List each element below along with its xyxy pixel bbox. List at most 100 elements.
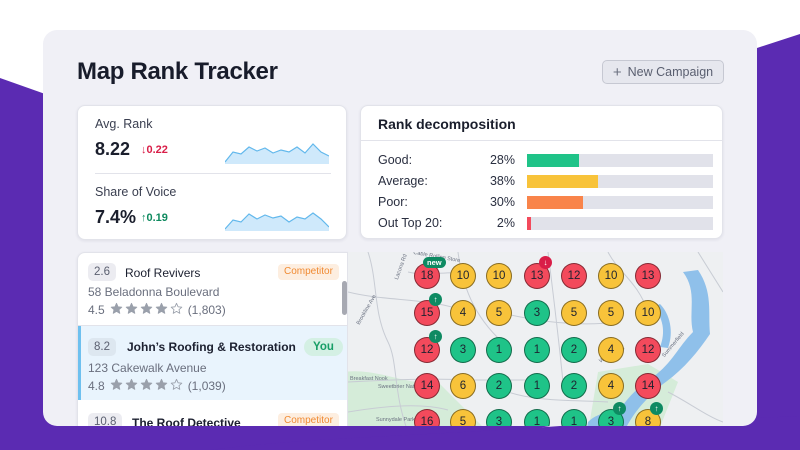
rank-pin[interactable]: 1: [486, 337, 512, 363]
decomp-bar-fill: [527, 217, 531, 230]
star-icon: [110, 302, 123, 318]
rank-pin[interactable]: 10: [598, 263, 624, 289]
business-address: 123 Cakewalk Avenue: [88, 361, 207, 375]
decomp-row-average: Average: 38%: [378, 172, 718, 192]
arrow-up-icon: ↑: [429, 330, 442, 343]
rank-pin[interactable]: 5: [598, 300, 624, 326]
rank-pin[interactable]: 12: [561, 263, 587, 289]
list-divider: [78, 325, 347, 326]
rank-pill: 8.2: [88, 338, 116, 356]
decomp-bar-fill: [527, 175, 598, 188]
review-count: (1,803): [187, 303, 226, 317]
app-window: Map Rank Tracker + New Campaign Avg. Ran…: [43, 30, 757, 426]
decomposition-divider: [361, 140, 722, 141]
decomp-label: Good:: [378, 153, 413, 167]
star-icon: [155, 302, 168, 318]
rank-pin[interactable]: 4: [450, 300, 476, 326]
rank-pin[interactable]: 2: [486, 373, 512, 399]
rank-pin[interactable]: 2: [561, 337, 587, 363]
star-icon: [125, 302, 138, 318]
metric-divider: [95, 173, 331, 174]
rank-pin[interactable]: 1: [524, 337, 550, 363]
rank-pin[interactable]: 3: [450, 337, 476, 363]
share-of-voice-delta: ↑0.19: [141, 212, 168, 224]
arrow-down-icon: ↓: [539, 256, 552, 269]
share-of-voice-value: 7.4%: [95, 207, 137, 227]
rank-pin[interactable]: 10: [486, 263, 512, 289]
arrow-up-icon: ↑: [613, 402, 626, 415]
new-badge: new: [423, 257, 446, 268]
decomp-bar-fill: [527, 196, 583, 209]
rank-pin[interactable]: 5: [450, 409, 476, 426]
business-name: The Roof Detective: [132, 416, 241, 426]
rating-value: 4.8: [88, 379, 105, 393]
star-rating: [110, 378, 183, 394]
avg-rank-delta: ↓0.22: [141, 144, 168, 156]
decomp-label: Poor:: [378, 195, 408, 209]
rank-pin[interactable]: 10: [450, 263, 476, 289]
rank-pin[interactable]: 3: [524, 300, 550, 326]
decomp-bar-track: [527, 175, 713, 188]
rank-pin[interactable]: 3: [486, 409, 512, 426]
business-rating: 4.5 (1,803): [88, 302, 226, 318]
list-item[interactable]: 2.6 Roof Revivers Competitor 58 Beladonn…: [78, 253, 347, 325]
decomp-bar-track: [527, 196, 713, 209]
star-icon: [140, 302, 153, 318]
rank-pin[interactable]: 5: [486, 300, 512, 326]
decomp-percent: 38%: [489, 174, 515, 188]
rank-pin[interactable]: 15: [414, 300, 440, 326]
avg-rank-metric: Avg. Rank 8.22 ↓0.22: [95, 117, 335, 159]
star-icon: [170, 302, 183, 318]
rank-pin[interactable]: 4: [598, 337, 624, 363]
decomp-bar-track: [527, 217, 713, 230]
review-count: (1,039): [187, 379, 226, 393]
arrow-up-icon: ↑: [429, 293, 442, 306]
star-icon: [125, 378, 138, 394]
rank-pin[interactable]: 10: [635, 300, 661, 326]
rank-pin[interactable]: 14: [635, 373, 661, 399]
competitor-badge: Competitor: [278, 264, 339, 280]
rank-pin[interactable]: 1: [524, 409, 550, 426]
business-name: John’s Roofing & Restoration: [127, 340, 296, 354]
rank-pin[interactable]: 5: [561, 300, 587, 326]
decomp-percent: 2%: [496, 216, 515, 230]
new-campaign-label: New Campaign: [627, 65, 714, 79]
business-address: 58 Beladonna Boulevard: [88, 285, 220, 299]
rank-pin[interactable]: 1: [561, 409, 587, 426]
decomp-label: Out Top 20:: [378, 216, 443, 230]
rank-pin[interactable]: 16: [414, 409, 440, 426]
star-icon: [155, 378, 168, 394]
rank-pill: 2.6: [88, 263, 116, 281]
rank-pin[interactable]: 13: [635, 263, 661, 289]
arrow-up-icon: ↑: [141, 212, 147, 224]
star-icon: [110, 378, 123, 394]
rank-pin[interactable]: 6: [450, 373, 476, 399]
decomp-percent: 30%: [489, 195, 515, 209]
rank-pin[interactable]: 1: [524, 373, 550, 399]
rank-pin[interactable]: 4: [598, 373, 624, 399]
metrics-card: Avg. Rank 8.22 ↓0.22 Share of Voice 7.4%…: [77, 105, 347, 240]
rank-map[interactable]: Cable Rolling Store Lacona Rd Brookline …: [348, 252, 723, 426]
decomp-percent: 28%: [489, 153, 515, 167]
decomp-label: Average:: [378, 174, 428, 188]
map-label: Breakfast Nook: [350, 376, 388, 382]
list-item[interactable]: 10.8 The Roof Detective Competitor: [78, 401, 347, 426]
map-label: Sunnydale Park: [376, 417, 415, 423]
share-of-voice-sparkline: [225, 212, 329, 231]
arrow-down-icon: ↓: [141, 144, 147, 156]
rank-pin[interactable]: 14: [414, 373, 440, 399]
decomp-row-out-top-20: Out Top 20: 2%: [378, 214, 718, 234]
share-of-voice-metric: Share of Voice 7.4% ↑0.19: [95, 185, 335, 227]
rank-pin[interactable]: 12: [635, 337, 661, 363]
list-item-selected[interactable]: 8.2 John’s Roofing & Restoration You 123…: [78, 326, 347, 400]
rating-value: 4.5: [88, 303, 105, 317]
business-name: Roof Revivers: [125, 266, 201, 280]
arrow-up-icon: ↑: [650, 402, 663, 415]
rank-pin[interactable]: 2: [561, 373, 587, 399]
rank-pill: 10.8: [88, 413, 123, 426]
avg-rank-value: 8.22: [95, 139, 131, 159]
decomp-row-good: Good: 28%: [378, 151, 718, 171]
new-campaign-button[interactable]: + New Campaign: [602, 60, 724, 84]
page-title: Map Rank Tracker: [77, 58, 278, 85]
list-scrollbar[interactable]: [342, 281, 347, 315]
